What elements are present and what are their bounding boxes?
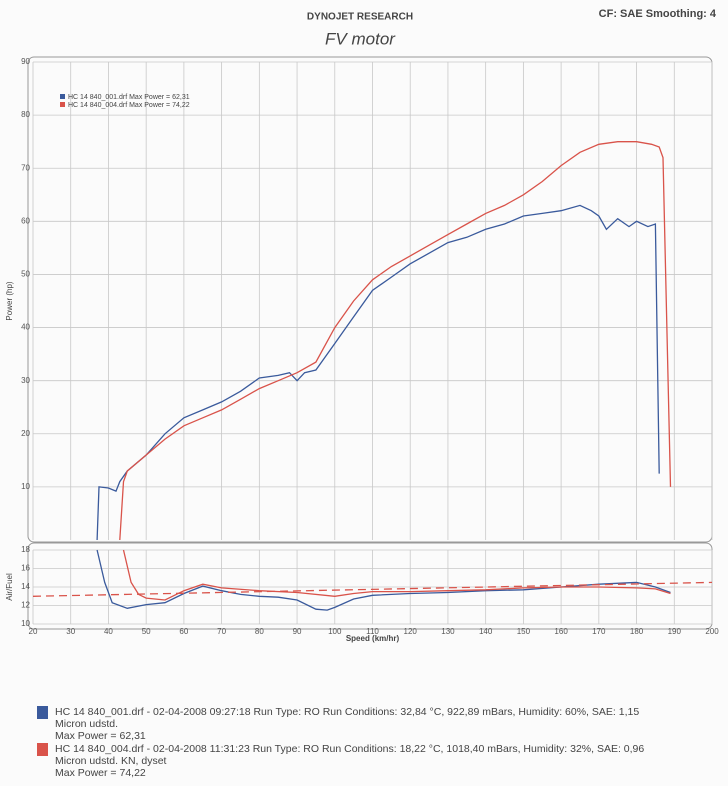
legend-entry: HC 14 840_004.drf Max Power = 74,22	[68, 102, 190, 109]
y-tick-label: 80	[21, 110, 30, 119]
y-axis-label: Power (hp)	[5, 281, 14, 320]
x-tick-label: 120	[404, 627, 418, 636]
x-tick-label: 170	[592, 627, 606, 636]
x-tick-label: 180	[630, 627, 644, 636]
legend-swatch	[60, 94, 65, 99]
series-line	[96, 204, 660, 541]
series-line	[119, 141, 672, 541]
run-info: Max Power = 74,22	[55, 767, 146, 779]
x-tick-label: 70	[217, 627, 226, 636]
brand: DYNOJET RESEARCH	[307, 12, 413, 23]
run-info: Micron udstd.	[55, 718, 118, 730]
y-tick-label: 40	[21, 323, 30, 332]
afr-frame	[27, 542, 713, 630]
y-tick-label: 16	[21, 564, 30, 573]
y-tick-label: 50	[21, 270, 30, 279]
settings: CF: SAE Smoothing: 4	[599, 8, 717, 20]
x-axis-label: Speed (km/hr)	[346, 634, 400, 643]
y-tick-label: 18	[21, 545, 30, 554]
series-line	[32, 581, 713, 597]
run-swatch	[37, 743, 48, 756]
x-tick-label: 110	[366, 627, 379, 636]
x-tick-label: 80	[255, 627, 264, 636]
chart-title: FV motor	[325, 29, 396, 48]
run-info: Micron udstd. KN, dyset	[55, 755, 167, 767]
y-axis-label: Air/Fuel	[5, 573, 14, 601]
series-line	[122, 549, 671, 601]
x-tick-label: 50	[142, 627, 151, 636]
y-tick-label: 10	[21, 482, 30, 491]
power-frame	[27, 56, 713, 543]
x-tick-label: 190	[668, 627, 682, 636]
run-info: HC 14 840_004.drf - 02-04-2008 11:31:23 …	[55, 743, 644, 755]
series-line	[96, 549, 671, 611]
x-tick-label: 160	[554, 627, 568, 636]
y-tick-label: 14	[21, 582, 30, 591]
run-info: HC 14 840_001.drf - 02-04-2008 09:27:18 …	[55, 706, 639, 718]
y-tick-label: 90	[21, 57, 30, 66]
y-tick-label: 60	[21, 216, 30, 225]
x-tick-label: 90	[293, 627, 302, 636]
y-tick-label: 70	[21, 163, 30, 172]
x-tick-label: 100	[328, 627, 342, 636]
x-tick-label: 60	[179, 627, 188, 636]
x-tick-label: 30	[66, 627, 75, 636]
legend-entry: HC 14 840_001.drf Max Power = 62,31	[68, 94, 190, 101]
x-tick-label: 200	[705, 627, 719, 636]
y-tick-label: 30	[21, 376, 30, 385]
x-tick-label: 140	[479, 627, 493, 636]
run-info: Max Power = 62,31	[55, 730, 146, 742]
y-tick-label: 10	[21, 619, 30, 628]
x-tick-label: 20	[29, 627, 38, 636]
legend-swatch	[60, 102, 65, 107]
run-swatch	[37, 706, 48, 719]
x-tick-label: 130	[441, 627, 455, 636]
y-tick-label: 20	[21, 429, 30, 438]
x-tick-label: 40	[104, 627, 113, 636]
y-tick-label: 12	[21, 601, 30, 610]
x-tick-label: 150	[517, 627, 531, 636]
